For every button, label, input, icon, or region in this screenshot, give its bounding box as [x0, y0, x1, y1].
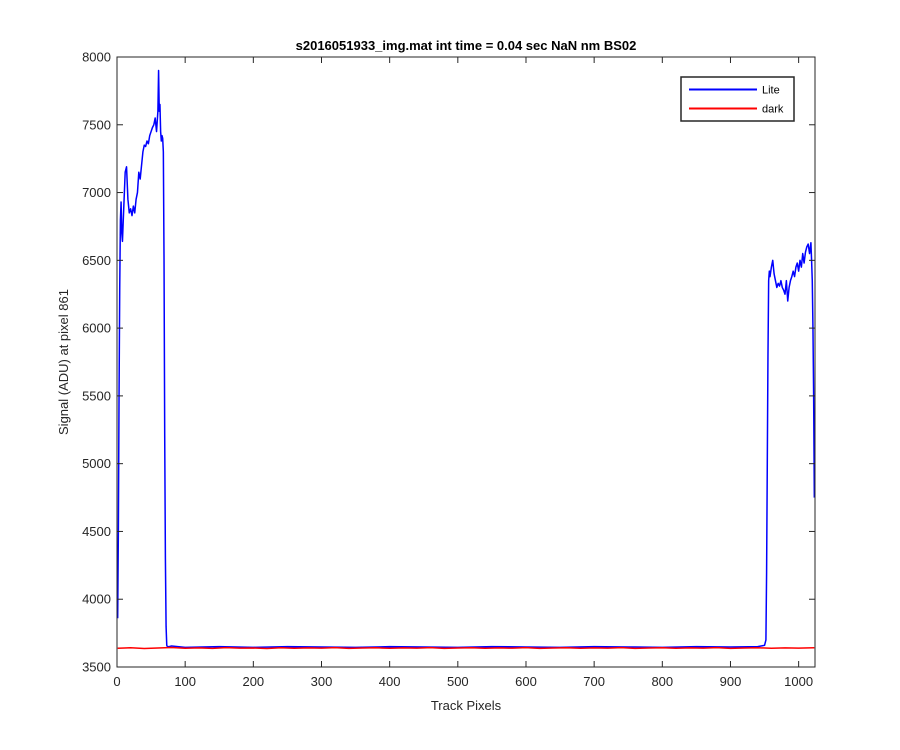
- x-axis-label: Track Pixels: [431, 698, 502, 713]
- x-tick-label: 900: [720, 674, 742, 689]
- x-tick-label: 300: [311, 674, 333, 689]
- legend-box: [680, 76, 795, 122]
- x-tick-label: 400: [379, 674, 401, 689]
- y-tick-label: 6500: [82, 253, 111, 268]
- x-tick-label: 800: [651, 674, 673, 689]
- legend: Lite dark: [680, 76, 795, 122]
- x-tick-labels: 0 100 200 300 400 500 600 700 800 900 1000: [113, 674, 813, 689]
- plot-area: [117, 57, 815, 667]
- chart-title: s2016051933_img.mat int time = 0.04 sec …: [296, 38, 637, 53]
- x-tick-label: 200: [242, 674, 264, 689]
- y-tick-label: 4500: [82, 524, 111, 539]
- y-tick-label: 5500: [82, 388, 111, 403]
- series-line-dark: [117, 646, 815, 650]
- series-line-lite: [116, 69, 816, 649]
- x-tick-label: 700: [583, 674, 605, 689]
- axes-box: [116, 56, 816, 668]
- ticks-layer: [116, 56, 815, 668]
- x-tick-label: 1000: [784, 674, 813, 689]
- y-tick-label: 6000: [82, 321, 111, 336]
- legend-label-lite: Lite: [762, 85, 780, 97]
- y-tick-label: 3500: [82, 660, 111, 675]
- y-axis-label: Signal (ADU) at pixel 861: [56, 289, 71, 435]
- x-tick-label: 100: [174, 674, 196, 689]
- legend-label-dark: dark: [762, 104, 784, 116]
- y-tick-label: 5000: [82, 456, 111, 471]
- x-tick-label: 0: [113, 674, 120, 689]
- y-tick-label: 4000: [82, 592, 111, 607]
- x-tick-label: 600: [515, 674, 537, 689]
- y-tick-labels: 3500 4000 4500 5000 5500 6000 6500 7000 7500 8000: [82, 50, 111, 675]
- y-tick-label: 7000: [82, 185, 111, 200]
- series-layer: [116, 69, 816, 650]
- y-tick-label: 7500: [82, 117, 111, 132]
- y-tick-label: 8000: [82, 50, 111, 65]
- x-tick-label: 500: [447, 674, 469, 689]
